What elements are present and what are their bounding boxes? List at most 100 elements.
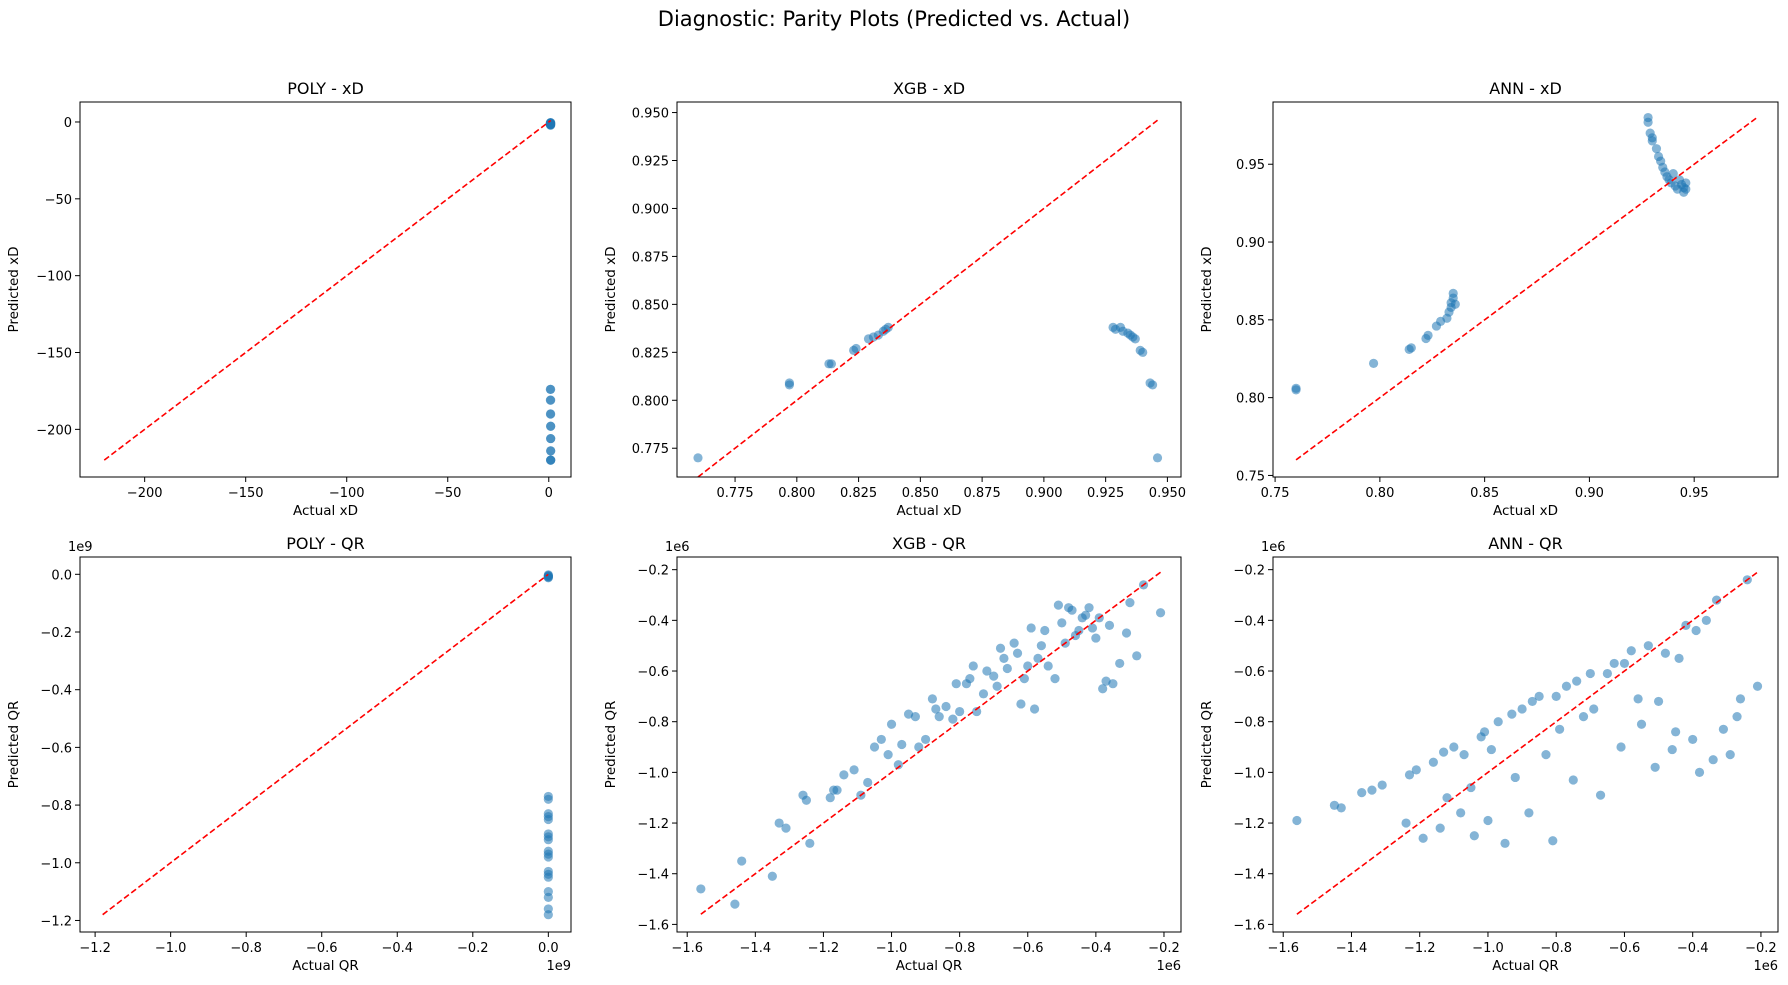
data-point (978, 689, 989, 699)
x-tick-label: −0.2 (1148, 941, 1180, 956)
data-point (546, 395, 556, 405)
data-point (543, 892, 553, 902)
data-point (1483, 815, 1493, 826)
data-point (1439, 747, 1449, 757)
x-tick-label: 0.900 (1025, 486, 1062, 501)
y-tick-label: −0.2 (40, 626, 72, 641)
parity-line (102, 573, 549, 916)
data-point (1651, 144, 1662, 154)
data-point (1456, 808, 1466, 818)
data-point (832, 785, 842, 795)
data-point (1541, 750, 1551, 760)
data-point (863, 777, 873, 788)
data-point (1357, 788, 1367, 798)
x-tick-label: −0.4 (1677, 941, 1709, 956)
data-point (992, 681, 1002, 691)
y-tick-label: −0.6 (1233, 665, 1265, 680)
data-point (1718, 724, 1729, 734)
data-point (1152, 453, 1163, 463)
data-point (1534, 691, 1544, 701)
data-point (1449, 742, 1459, 752)
y-tick-label: −1.4 (637, 868, 669, 883)
y-axis-label: Predicted QR (603, 701, 619, 789)
x-tick-label: 0.850 (902, 486, 939, 501)
data-point (1132, 651, 1142, 661)
x-tick-label: −0.6 (1012, 941, 1044, 956)
data-point (1074, 625, 1084, 636)
data-point (1009, 638, 1019, 648)
data-point (1450, 299, 1460, 309)
data-point (1674, 653, 1684, 663)
y-axis-label: Predicted xD (1199, 246, 1215, 332)
data-point (1155, 608, 1166, 618)
data-point (781, 823, 791, 833)
x-tick-label: −50 (434, 486, 461, 501)
x-tick-label: −100 (329, 486, 365, 501)
data-point (1087, 623, 1098, 633)
x-tick-label: −0.4 (381, 941, 413, 956)
y-tick-label: −150 (36, 347, 72, 362)
data-point (1435, 823, 1445, 833)
panel-title: XGB - QR (892, 534, 966, 553)
x-axis-label: Actual QR (896, 958, 963, 974)
x-tick-label: −0.8 (1540, 941, 1572, 956)
y-tick-label: −1.6 (1233, 918, 1265, 933)
panel-title: POLY - xD (287, 79, 364, 98)
x-tick-label: −1.0 (155, 941, 187, 956)
data-point (1428, 757, 1438, 767)
plot-area (693, 119, 1163, 477)
chart-panel: −1.6 −1.4 −1.2 −1.0 −0.8 −0.6 −0.4 −0.2 −1.6 −1.4… (1199, 534, 1779, 974)
data-point (1084, 603, 1094, 613)
y-tick-label: −0.4 (1233, 614, 1265, 629)
data-point (1561, 681, 1572, 691)
x-tick-label: −1.2 (808, 941, 840, 956)
data-point (1291, 383, 1301, 393)
y-tick-label: 0.950 (632, 107, 669, 122)
data-point (1036, 641, 1046, 651)
x-tick-label: −1.4 (740, 941, 772, 956)
y-tick-label: −100 (36, 270, 72, 285)
data-point (1053, 600, 1064, 610)
data-point (1486, 744, 1496, 755)
x-tick-label: 0.950 (1149, 486, 1186, 501)
y-axis-label: Predicted xD (6, 246, 22, 332)
y-tick-label: 0 (64, 116, 72, 131)
data-point (546, 455, 556, 465)
data-point (1589, 704, 1599, 714)
data-point (1459, 750, 1469, 760)
y-tick-label: −0.6 (40, 741, 72, 756)
data-point (1033, 653, 1043, 663)
parity-line (697, 119, 1159, 477)
y-axis-offset: 1e9 (68, 540, 93, 555)
y-tick-label: −1.2 (1233, 817, 1265, 832)
x-tick-label: −0.6 (306, 941, 338, 956)
y-tick-label: 0.95 (1236, 158, 1265, 173)
y-tick-label: −0.8 (637, 716, 669, 731)
data-point (1469, 831, 1479, 841)
data-point (1595, 790, 1606, 800)
data-point (1711, 595, 1722, 605)
data-point (1367, 785, 1377, 795)
x-tick-label: −1.0 (876, 941, 908, 956)
data-point (920, 734, 931, 745)
x-axis-label: Actual xD (293, 503, 358, 519)
data-point (941, 701, 951, 712)
y-tick-label: −0.8 (1233, 716, 1265, 731)
data-point (951, 679, 961, 689)
figure-title: Diagnostic: Parity Plots (Predicted vs. … (658, 7, 1130, 31)
data-point (1442, 793, 1452, 803)
data-point (1602, 668, 1612, 679)
data-point (1668, 168, 1678, 179)
x-tick-label: −0.8 (230, 941, 262, 956)
x-tick-label: 0.775 (716, 486, 753, 501)
data-point (1138, 347, 1148, 357)
plot-area (103, 117, 556, 465)
data-point (1040, 625, 1050, 636)
data-point (989, 671, 999, 681)
data-point (730, 899, 740, 909)
axes-frame (1272, 556, 1779, 933)
x-axis-label: Actual QR (292, 958, 359, 974)
data-point (893, 760, 903, 770)
data-point (1551, 691, 1561, 701)
y-tick-label: −50 (45, 193, 72, 208)
